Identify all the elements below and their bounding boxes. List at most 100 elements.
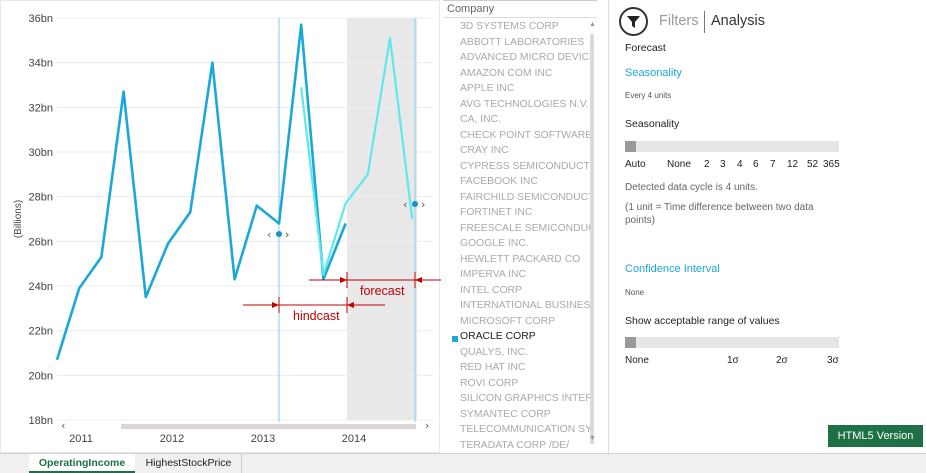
- tab-separator: [704, 11, 705, 33]
- company-item[interactable]: FAIRCHILD SEMICONDUCTOR: [460, 191, 592, 203]
- company-item[interactable]: FACEBOOK INC: [460, 176, 538, 187]
- seasonality-option[interactable]: 2: [704, 159, 710, 170]
- company-item[interactable]: CYPRESS SEMICONDUCTOR: [460, 160, 592, 172]
- seasonality-option[interactable]: 4: [737, 159, 743, 170]
- scroll-up-icon[interactable]: ▲: [589, 21, 596, 28]
- hindcast-handle: [276, 231, 282, 237]
- company-item[interactable]: AMAZON COM INC: [460, 67, 553, 79]
- forecast-arrow-head: [415, 277, 422, 283]
- company-item[interactable]: FREESCALE SEMICONDUCTOR: [460, 222, 592, 234]
- company-item[interactable]: FORTINET INC: [460, 207, 533, 218]
- company-item[interactable]: ORACLE CORP: [460, 331, 536, 342]
- company-item[interactable]: INTERNATIONAL BUSINESS M: [460, 300, 592, 311]
- company-item[interactable]: ABBOTT LABORATORIES: [460, 36, 585, 48]
- y-tick-label: 26bn: [29, 236, 53, 248]
- handle-right-chevron-icon: ›: [285, 228, 289, 241]
- company-item[interactable]: INTEL CORP: [460, 284, 522, 296]
- company-item[interactable]: ADVANCED MICRO DEVICES: [460, 52, 592, 63]
- company-item[interactable]: SILICON GRAPHICS INTERNA: [460, 393, 592, 404]
- company-item[interactable]: IMPERVA INC: [460, 269, 527, 280]
- range-label: Show acceptable range of values: [625, 315, 780, 327]
- tab-filters[interactable]: Filters: [659, 13, 699, 29]
- confidence-interval-link[interactable]: Confidence Interval: [625, 263, 720, 275]
- series-forecast-line: [300, 36, 414, 276]
- x-tick-label: 2014: [342, 433, 366, 445]
- hindcast-arrow-head: [272, 302, 279, 308]
- chart-panel: 18bn 20bn 22bn 24bn 26bn 28bn 30bn 32bn 34bn 36bn…: [0, 0, 441, 453]
- hindcast-arrow-head: [347, 302, 354, 308]
- forecast-heading: Forecast: [625, 42, 666, 54]
- company-slicer: Company 3D SYSTEMS CORP ABBOTT LABORATORI…: [443, 0, 597, 453]
- detected-cycle-text: Detected data cycle is 4 units.: [625, 182, 758, 193]
- seasonality-link[interactable]: Seasonality: [625, 67, 682, 79]
- seasonality-slider-thumb[interactable]: [625, 141, 636, 152]
- unit-note: (1 unit = Time difference between two da…: [625, 202, 814, 226]
- seasonality-option[interactable]: 3: [720, 159, 726, 170]
- filter-button[interactable]: [619, 7, 648, 36]
- company-item[interactable]: CA, INC.: [460, 114, 501, 125]
- confidence-interval-summary: None: [625, 288, 645, 297]
- y-tick-label: 20bn: [29, 370, 53, 382]
- forecast-annotation: forecast: [360, 284, 405, 298]
- company-item[interactable]: SYMANTEC CORP: [460, 408, 551, 420]
- x-tick-label: 2011: [69, 433, 93, 445]
- selected-marker-icon: [452, 336, 458, 342]
- seasonality-option[interactable]: None: [667, 159, 691, 170]
- company-item[interactable]: 3D SYSTEMS CORP: [460, 21, 559, 32]
- sheet-tab-highest-stock-price[interactable]: HighestStockPrice: [136, 454, 242, 473]
- seasonality-summary: Every 4 units: [625, 91, 672, 100]
- company-item[interactable]: RED HAT INC: [460, 362, 526, 373]
- range-slider-thumb[interactable]: [625, 337, 636, 348]
- range-options: None 1σ 2σ 3σ: [625, 355, 845, 369]
- analysis-panel: Filters Analysis Forecast Seasonality Ev…: [610, 0, 926, 453]
- forecast-region: [347, 18, 417, 420]
- range-slider[interactable]: [625, 337, 839, 348]
- range-option[interactable]: 2σ: [776, 355, 788, 366]
- company-item[interactable]: MICROSOFT CORP: [460, 315, 556, 327]
- scroll-down-icon[interactable]: ▼: [589, 435, 596, 442]
- seasonality-option[interactable]: 52: [807, 159, 819, 170]
- company-item[interactable]: TELECOMMUNICATION SYST: [460, 424, 592, 435]
- html5-version-button[interactable]: HTML5 Version: [828, 425, 923, 447]
- chart-scrollbar: [121, 424, 416, 429]
- y-tick-label: 36bn: [29, 13, 53, 25]
- range-option[interactable]: 3σ: [827, 355, 839, 366]
- x-tick-label: 2012: [160, 433, 184, 445]
- panel-divider: [608, 0, 609, 453]
- company-list-scrollbar[interactable]: [590, 34, 594, 444]
- y-tick-label: 18bn: [29, 415, 53, 427]
- company-item[interactable]: QUALYS, INC.: [460, 346, 528, 358]
- company-item[interactable]: APPLE INC: [460, 83, 515, 94]
- company-item[interactable]: AVG TECHNOLOGIES N.V.: [460, 98, 589, 110]
- range-option[interactable]: 1σ: [727, 355, 739, 366]
- company-item[interactable]: CHECK POINT SOFTWARE TEC: [460, 129, 592, 141]
- company-list: 3D SYSTEMS CORP ABBOTT LABORATORIES ADVANC…: [460, 19, 592, 453]
- company-item[interactable]: CRAY INC: [460, 145, 509, 156]
- x-tick-label: 2013: [251, 433, 275, 445]
- seasonality-option[interactable]: 365: [823, 159, 840, 170]
- y-tick-label: 28bn: [29, 192, 53, 204]
- seasonality-option[interactable]: Auto: [625, 159, 646, 170]
- funnel-icon: [627, 16, 640, 28]
- handle-left-chevron-icon: ‹: [403, 198, 407, 211]
- company-item[interactable]: ROVI CORP: [460, 377, 519, 389]
- scroll-left-icon: ‹: [61, 419, 65, 432]
- scroll-right-icon: ›: [425, 419, 429, 432]
- line-chart: 18bn 20bn 22bn 24bn 26bn 28bn 30bn 32bn 34bn 36bn…: [13, 13, 441, 445]
- y-tick-label: 24bn: [29, 281, 53, 293]
- company-item[interactable]: TERADATA CORP /DE/: [460, 439, 570, 451]
- seasonality-option[interactable]: 12: [787, 159, 799, 170]
- y-tick-label: 30bn: [29, 147, 53, 159]
- seasonality-option[interactable]: 7: [770, 159, 776, 170]
- seasonality-option[interactable]: 6: [753, 159, 759, 170]
- range-option[interactable]: None: [625, 355, 649, 366]
- tab-analysis[interactable]: Analysis: [711, 13, 765, 29]
- company-item[interactable]: HEWLETT PACKARD CO: [460, 253, 581, 265]
- company-item[interactable]: GOOGLE INC.: [460, 238, 529, 249]
- y-tick-label: 32bn: [29, 102, 53, 114]
- seasonality-options: Auto None 2 3 4 6 7 12 52 365: [625, 159, 845, 173]
- seasonality-slider[interactable]: [625, 141, 839, 152]
- sheet-tab-operating-income[interactable]: OperatingIncome: [29, 454, 135, 473]
- handle-right-chevron-icon: ›: [421, 198, 425, 211]
- y-tick-label: 34bn: [29, 58, 53, 70]
